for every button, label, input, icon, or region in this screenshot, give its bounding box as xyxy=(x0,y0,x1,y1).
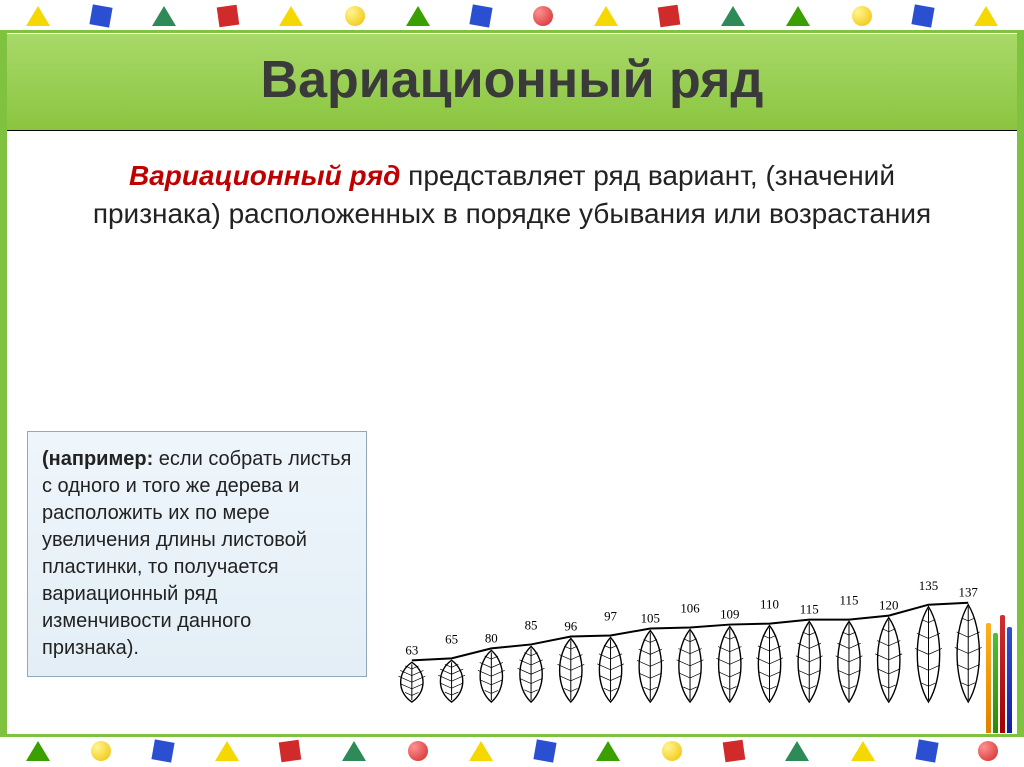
svg-text:135: 135 xyxy=(919,578,938,593)
svg-text:97: 97 xyxy=(604,609,617,624)
shape-ball-red-icon xyxy=(978,741,998,761)
svg-text:105: 105 xyxy=(641,611,660,626)
svg-text:63: 63 xyxy=(405,642,418,657)
pencil-icon xyxy=(1007,627,1012,733)
shape-pyramid-green-icon xyxy=(342,741,366,761)
shape-cube-blue-icon xyxy=(915,739,938,762)
shape-triangle-green-icon xyxy=(26,741,50,761)
pencil-holder-icon xyxy=(986,613,1012,733)
shape-triangle-green-icon xyxy=(406,6,430,26)
svg-text:106: 106 xyxy=(680,601,700,616)
shape-ball-red-icon xyxy=(533,6,553,26)
shape-pyramid-green-icon xyxy=(785,741,809,761)
leaves-svg: 63 65 80 85 96 97 105 106 109 110 115 115 120 135 137 xyxy=(387,393,1003,723)
svg-text:65: 65 xyxy=(445,631,458,646)
shape-triangle-yellow-icon xyxy=(594,6,618,26)
decorative-border-top xyxy=(0,0,1024,32)
shape-cube-red-icon xyxy=(658,5,681,28)
pencil-icon xyxy=(1000,615,1005,733)
shape-pyramid-green-icon xyxy=(721,6,745,26)
svg-text:109: 109 xyxy=(720,607,739,622)
shape-cube-blue-icon xyxy=(151,739,174,762)
shape-triangle-yellow-icon xyxy=(26,6,50,26)
shape-cube-red-icon xyxy=(722,740,745,763)
shape-triangle-yellow-icon xyxy=(469,741,493,761)
slide-content: Вариационный ряд Вариационный ряд предст… xyxy=(7,34,1017,733)
shape-ball-yellow-icon xyxy=(345,6,365,26)
shape-triangle-yellow-icon xyxy=(974,6,998,26)
shape-ball-red-icon xyxy=(408,741,428,761)
definition-term: Вариационный ряд xyxy=(129,160,400,191)
definition-text: Вариационный ряд представляет ряд вариан… xyxy=(7,131,1017,243)
shape-ball-yellow-icon xyxy=(852,6,872,26)
svg-text:115: 115 xyxy=(800,602,819,617)
svg-text:137: 137 xyxy=(959,585,979,600)
shape-ball-yellow-icon xyxy=(662,741,682,761)
shape-triangle-yellow-icon xyxy=(279,6,303,26)
svg-text:115: 115 xyxy=(840,593,859,608)
pencil-icon xyxy=(993,633,998,733)
frame-left xyxy=(0,32,7,735)
shape-cube-red-icon xyxy=(217,5,240,28)
shape-triangle-yellow-icon xyxy=(851,741,875,761)
shape-cube-blue-icon xyxy=(533,739,556,762)
shape-cube-blue-icon xyxy=(89,4,112,27)
lower-area: (например: если собрать листья с одного … xyxy=(7,393,1017,723)
example-text: если собрать листья с одного и того же д… xyxy=(42,448,351,659)
svg-text:96: 96 xyxy=(564,619,577,634)
shape-ball-yellow-icon xyxy=(91,741,111,761)
svg-text:120: 120 xyxy=(879,598,898,613)
decorative-border-bottom xyxy=(0,735,1024,767)
shape-triangle-green-icon xyxy=(596,741,620,761)
title-banner: Вариационный ряд xyxy=(7,34,1017,131)
svg-text:80: 80 xyxy=(485,630,498,645)
svg-text:110: 110 xyxy=(760,597,779,612)
shape-cube-red-icon xyxy=(279,740,302,763)
slide-title: Вариационный ряд xyxy=(7,50,1017,110)
leaves-chart: 63 65 80 85 96 97 105 106 109 110 115 115 120 135 137 xyxy=(387,393,1003,723)
shape-cube-blue-icon xyxy=(911,4,934,27)
shape-triangle-green-icon xyxy=(786,6,810,26)
pencil-icon xyxy=(986,623,991,733)
shape-cube-blue-icon xyxy=(470,4,493,27)
shape-pyramid-green-icon xyxy=(152,6,176,26)
svg-text:85: 85 xyxy=(525,618,538,633)
example-label: (например: xyxy=(42,448,153,470)
frame-right xyxy=(1017,32,1024,735)
shape-triangle-yellow-icon xyxy=(215,741,239,761)
example-box: (например: если собрать листья с одного … xyxy=(27,431,367,677)
